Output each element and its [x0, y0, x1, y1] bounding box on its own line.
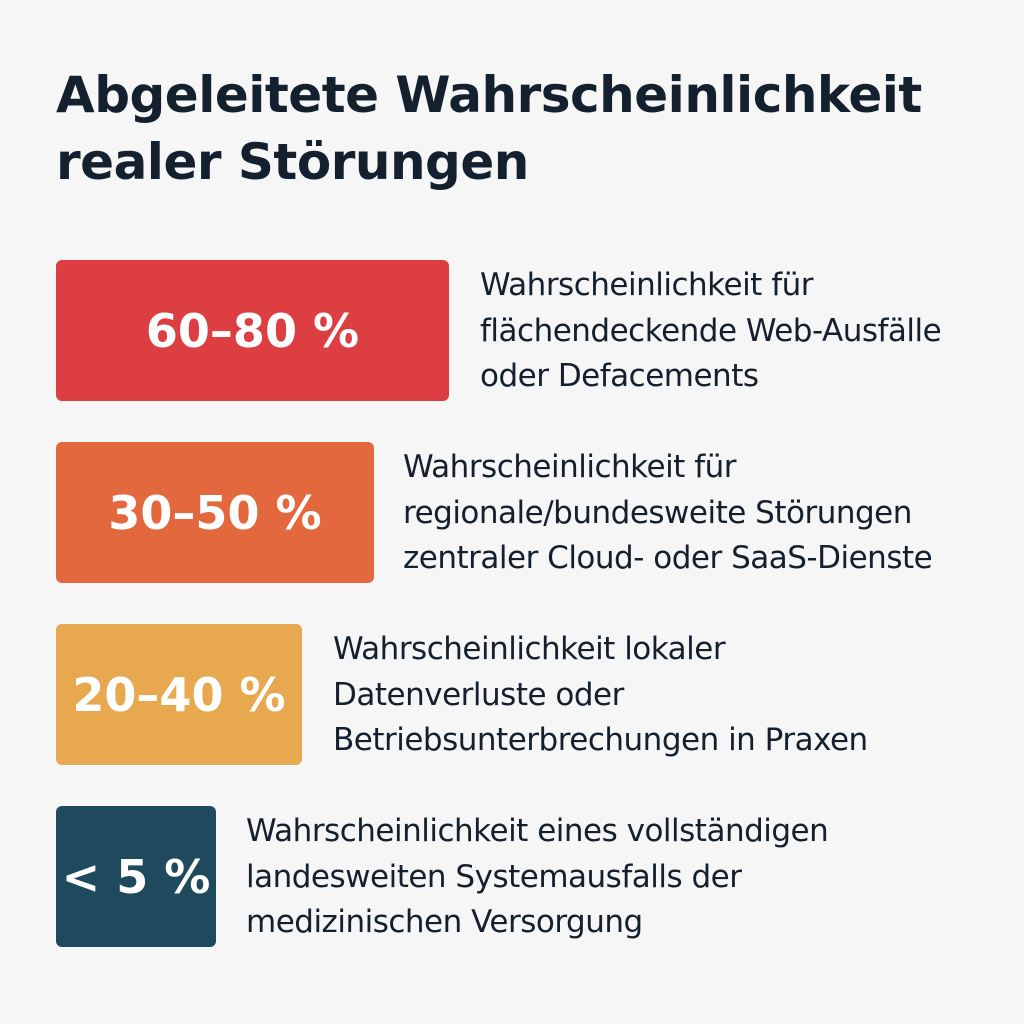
title-line: realer Störungen: [56, 133, 529, 191]
description-line: Wahrscheinlichkeit lokaler: [333, 631, 726, 667]
description: Wahrscheinlichkeit für flächendeckende We…: [480, 263, 942, 400]
probability-box: 30–50 %: [56, 442, 374, 583]
probability-box: < 5 %: [56, 806, 216, 947]
description-line: Wahrscheinlichkeit für: [403, 449, 737, 485]
description-line: Betriebsunterbrechungen in Praxen: [333, 722, 868, 758]
description-line: Wahrscheinlichkeit eines vollständigen: [246, 813, 829, 849]
description-line: landesweiten Systemausfalls der: [246, 858, 742, 895]
description-line: Wahrscheinlichkeit für: [480, 267, 814, 303]
description: Wahrscheinlichkeit eines vollständigen la…: [246, 809, 829, 946]
title: Abgeleitete Wahrscheinlichkeit realer Stö…: [56, 62, 922, 196]
description-line: Datenverluste oder: [333, 676, 624, 713]
description: Wahrscheinlichkeit lokaler Datenverluste …: [333, 627, 868, 764]
probability-box: 20–40 %: [56, 624, 302, 765]
description-line: medizinischen Versorgung: [246, 904, 643, 940]
description-line: oder Defacements: [480, 358, 759, 394]
probability-box: 60–80 %: [56, 260, 449, 401]
description-line: flächendeckende Web-Ausfälle: [480, 312, 942, 349]
description-line: regionale/bundesweite Störungen: [403, 494, 912, 531]
description: Wahrscheinlichkeit für regionale/bundeswe…: [403, 445, 933, 582]
title-line: Abgeleitete Wahrscheinlichkeit: [56, 66, 922, 124]
description-line: zentraler Cloud- oder SaaS-Dienste: [403, 540, 933, 576]
